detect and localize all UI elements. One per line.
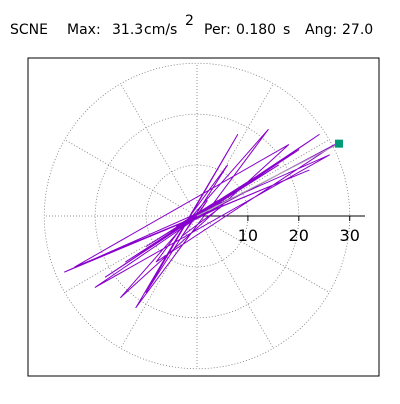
period-label: Per: xyxy=(204,22,231,38)
r-tick-label: 30 xyxy=(340,226,360,245)
peak-marker xyxy=(334,139,343,148)
plot-frame xyxy=(27,57,380,377)
period-value: 0.180 xyxy=(236,22,276,38)
angle-value: 27.0 xyxy=(342,22,373,38)
period-units: s xyxy=(283,22,290,38)
max-label: Max: xyxy=(67,22,101,38)
station: SCNE xyxy=(10,22,48,38)
max-units-exp: 2 xyxy=(185,13,194,29)
r-tick-label: 20 xyxy=(289,226,309,245)
max-units: cm/s xyxy=(144,22,177,38)
peak-direction xyxy=(196,143,340,217)
r-tick-label: 10 xyxy=(238,226,258,245)
orbit-trace xyxy=(64,129,335,309)
max-value: 31.3 xyxy=(112,22,143,38)
angle-label: Ang: xyxy=(305,22,337,38)
